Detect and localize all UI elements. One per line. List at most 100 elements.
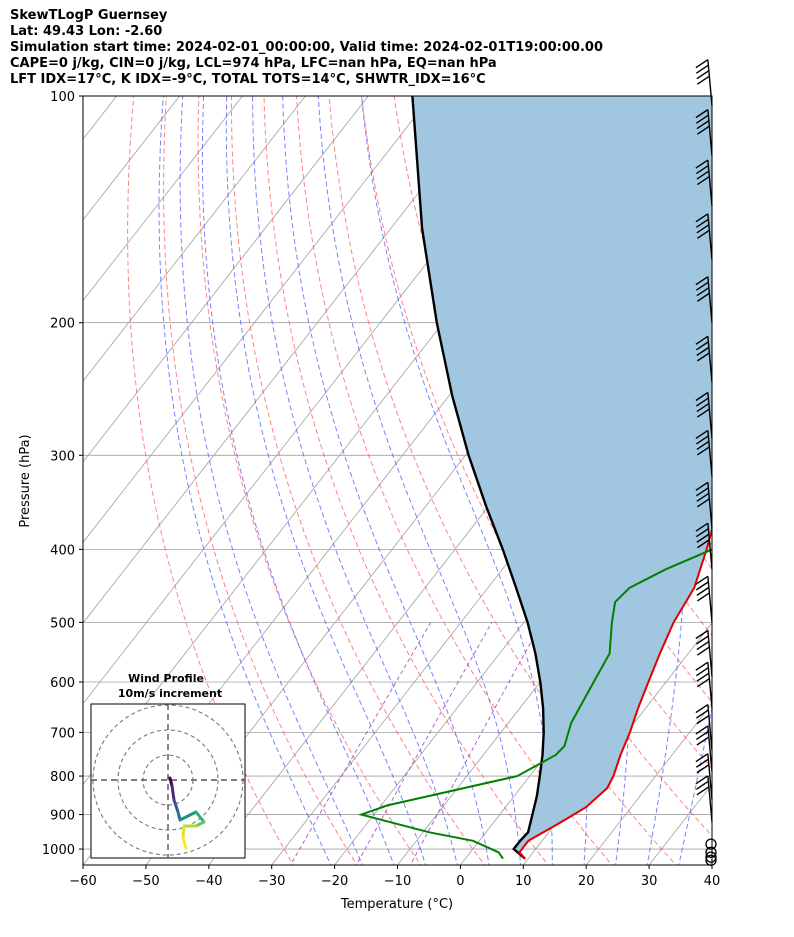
dry-adiabat	[197, 96, 422, 865]
barb-feather	[696, 715, 710, 725]
dry-adiabat	[745, 79, 794, 868]
y-axis-label: Pressure (hPa)	[18, 434, 33, 527]
barb-feather	[695, 281, 709, 291]
barb-feather	[695, 64, 709, 74]
barb-feather	[695, 528, 709, 538]
chart-title: SkewTLogP Guernsey	[10, 8, 168, 23]
barb-feather	[696, 786, 710, 796]
wind-barb	[695, 753, 713, 800]
barb-feather	[695, 114, 709, 124]
y-tick-label: 600	[50, 676, 75, 691]
isotherm-line	[83, 96, 369, 463]
wind-barbs	[695, 59, 717, 866]
barb-feather	[695, 429, 709, 439]
barb-shaft	[707, 630, 713, 677]
wind-barb	[695, 661, 713, 709]
barb-shaft	[707, 392, 713, 439]
time-line: Simulation start time: 2024-02-01_00:00:…	[10, 40, 603, 55]
mixing-ratio-line	[290, 622, 432, 865]
x-axis-label: Temperature (°C)	[340, 897, 453, 912]
barb-feather	[696, 292, 710, 302]
barb-feather	[695, 435, 709, 445]
x-tick-label: −30	[258, 874, 285, 889]
hodograph-segment	[181, 836, 188, 850]
profile-lines	[357, 96, 712, 860]
barb-shaft	[707, 430, 713, 477]
barb-feather	[695, 213, 709, 223]
barb-feather	[696, 229, 710, 239]
hodograph-segment	[178, 810, 198, 822]
barb-feather	[696, 224, 710, 234]
y-tick-label: 300	[50, 449, 75, 464]
barb-feather	[696, 352, 710, 362]
barb-shaft	[707, 159, 713, 207]
barb-feather	[695, 667, 709, 677]
parcel-shaded-area	[412, 96, 712, 859]
wind-barb	[695, 159, 713, 207]
barb-feather	[695, 276, 709, 286]
mixing-ratio-line	[355, 622, 493, 865]
wind-barb	[705, 846, 717, 858]
barb-feather	[696, 672, 710, 682]
hodograph-subtitle: 10m/s increment	[118, 687, 222, 700]
wind-barb	[695, 775, 713, 822]
barb-feather	[696, 736, 710, 746]
hodograph-plot	[91, 704, 245, 858]
x-tick-label: 20	[578, 874, 595, 889]
barb-feather	[696, 640, 710, 651]
barb-feather	[696, 498, 710, 508]
barb-feather	[696, 75, 710, 85]
dry-adiabat	[777, 79, 794, 868]
barb-feather	[696, 539, 710, 549]
parcel-line	[411, 96, 545, 860]
barb-feather	[695, 703, 709, 714]
barb-feather	[695, 487, 709, 497]
wind-barb	[695, 276, 713, 323]
barb-feather	[696, 120, 710, 130]
moist-adiabat	[201, 96, 395, 865]
y-tick-label: 500	[50, 616, 75, 631]
x-tick-label: 30	[641, 874, 658, 889]
barb-feather	[695, 575, 709, 585]
barb-shaft	[707, 523, 713, 570]
barb-feather	[695, 780, 709, 790]
wind-barb	[695, 335, 713, 383]
moist-adiabat	[361, 96, 553, 865]
barb-shaft	[707, 662, 713, 709]
barb-feather	[695, 709, 709, 719]
barb-shaft	[707, 704, 713, 751]
wind-barb	[695, 391, 713, 439]
x-tick-label: −20	[321, 874, 348, 889]
barb-feather	[696, 287, 710, 297]
hodograph-segment	[170, 784, 176, 802]
hodograph-segment	[181, 824, 186, 840]
barb-feather	[695, 753, 709, 763]
barb-shaft	[707, 276, 713, 323]
x-tick-label: −40	[195, 874, 222, 889]
y-tick-label: 200	[50, 317, 75, 332]
dry-adiabat	[163, 96, 358, 865]
barb-shaft	[707, 482, 713, 529]
wind-barb	[705, 838, 717, 850]
y-tick-label: 900	[50, 809, 75, 824]
barb-feather	[695, 397, 709, 407]
barb-feather	[695, 725, 709, 735]
wind-barb	[695, 429, 713, 477]
isotherm-line	[585, 703, 712, 865]
mixing-ratio-line	[409, 622, 543, 865]
barb-feather	[695, 481, 709, 491]
dry-adiabat	[713, 79, 794, 868]
dry-adiabat	[263, 96, 549, 865]
barb-feather	[696, 408, 710, 418]
x-tick-label: 10	[515, 874, 532, 889]
wind-barb	[705, 851, 717, 863]
barb-feather	[695, 730, 709, 741]
wind-barb	[695, 481, 713, 529]
barb-feather	[696, 125, 710, 135]
dry-adiabat	[230, 96, 486, 865]
barb-feather	[695, 164, 709, 175]
isotherm-line	[83, 96, 432, 544]
wind-barb	[695, 109, 713, 156]
barb-feather	[696, 402, 710, 413]
